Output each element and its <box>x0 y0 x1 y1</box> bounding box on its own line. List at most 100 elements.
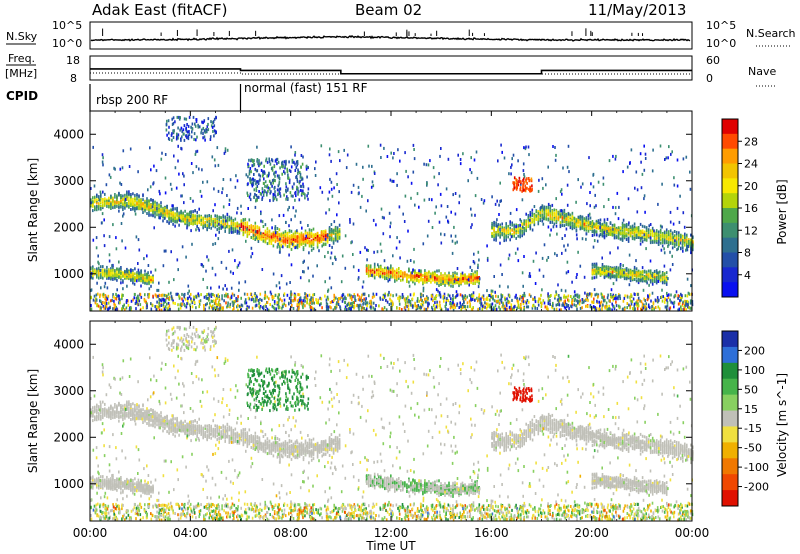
power-cell <box>135 296 138 300</box>
power-cell <box>503 229 505 233</box>
power-cell <box>284 234 287 237</box>
power-cell <box>126 197 128 201</box>
power-cell <box>651 282 654 286</box>
power-cell <box>102 199 104 202</box>
power-cell <box>206 214 208 218</box>
power-cell <box>549 212 552 215</box>
power-cell <box>158 204 160 208</box>
power-cell <box>643 275 646 278</box>
power-cell <box>689 306 692 310</box>
power-cell <box>635 226 638 230</box>
power-cell <box>617 231 620 235</box>
power-cell <box>430 297 433 301</box>
power-cell <box>152 211 154 215</box>
power-cell <box>464 297 467 301</box>
power-cell <box>657 233 660 237</box>
power-cell <box>408 275 410 279</box>
power-cell <box>112 265 114 269</box>
power-cell <box>250 236 253 239</box>
power-cell <box>603 233 606 237</box>
power-cell <box>308 231 311 235</box>
power-cell <box>216 224 218 228</box>
power-cell <box>682 308 685 311</box>
power-cell <box>228 226 231 230</box>
power-cell <box>450 281 452 284</box>
power-cell <box>692 235 694 239</box>
power-cell <box>535 210 538 214</box>
power-cell <box>684 294 687 298</box>
power-cell <box>493 220 495 224</box>
power-cell <box>364 299 367 303</box>
power-cell <box>603 272 606 276</box>
power-cell <box>477 299 479 303</box>
power-cell <box>551 213 554 217</box>
power-cell <box>466 281 468 285</box>
power-cell <box>631 271 634 275</box>
power-cell <box>555 211 558 215</box>
power-cell <box>504 296 506 300</box>
power-cell <box>258 305 260 309</box>
power-cell <box>146 273 148 277</box>
power-cell <box>202 224 204 228</box>
power-cell <box>547 205 550 209</box>
power-cell <box>104 201 106 205</box>
power-cell <box>132 197 134 201</box>
power-cell <box>128 196 130 200</box>
power-cell <box>688 292 691 296</box>
power-cell <box>517 227 519 231</box>
power-cell <box>543 212 546 215</box>
power-cell <box>659 237 662 241</box>
power-cell <box>497 225 499 228</box>
power-cell <box>519 234 521 238</box>
power-cell <box>148 276 150 280</box>
power-cell <box>310 241 313 245</box>
power-cell <box>461 303 464 306</box>
power-cell <box>667 234 670 238</box>
power-cell <box>507 231 509 234</box>
power-cell <box>629 234 632 238</box>
power-cell <box>304 237 307 241</box>
power-cell <box>524 294 526 298</box>
power-cell <box>269 303 271 306</box>
power-cell <box>599 273 602 276</box>
power-cell <box>509 308 511 312</box>
power-cell <box>414 282 416 286</box>
power-cell <box>595 307 598 311</box>
power-cell <box>478 295 480 299</box>
power-cell <box>690 244 692 248</box>
power-cell <box>338 236 341 240</box>
power-cell <box>330 228 333 231</box>
power-cell <box>419 292 422 296</box>
power-cell <box>198 228 200 232</box>
power-cell <box>172 222 174 226</box>
power-cell <box>442 295 444 299</box>
power-cell <box>211 300 214 303</box>
power-cell <box>114 273 116 277</box>
power-cell <box>325 298 328 302</box>
power-cell <box>544 305 547 309</box>
power-cell <box>312 240 315 244</box>
power-cell <box>545 207 548 211</box>
power-cell <box>645 226 648 230</box>
power-cell <box>152 214 154 218</box>
power-cell <box>563 208 566 212</box>
power-cell <box>554 296 556 300</box>
power-cell <box>302 240 305 244</box>
power-cell <box>266 232 269 236</box>
power-cell <box>665 235 668 239</box>
power-cell <box>182 217 184 221</box>
power-cell <box>673 295 675 299</box>
power-cell <box>645 229 648 233</box>
power-cell <box>184 217 186 221</box>
power-cell <box>146 207 148 211</box>
power-cell <box>314 232 317 236</box>
power-cell <box>452 284 454 288</box>
power-cell <box>272 236 275 240</box>
power-cell <box>633 292 636 296</box>
power-cell <box>547 218 550 222</box>
power-cell <box>200 222 202 226</box>
power-cell <box>444 283 446 287</box>
power-cell <box>316 231 319 235</box>
power-cell <box>402 272 404 276</box>
power-cell <box>326 240 329 244</box>
